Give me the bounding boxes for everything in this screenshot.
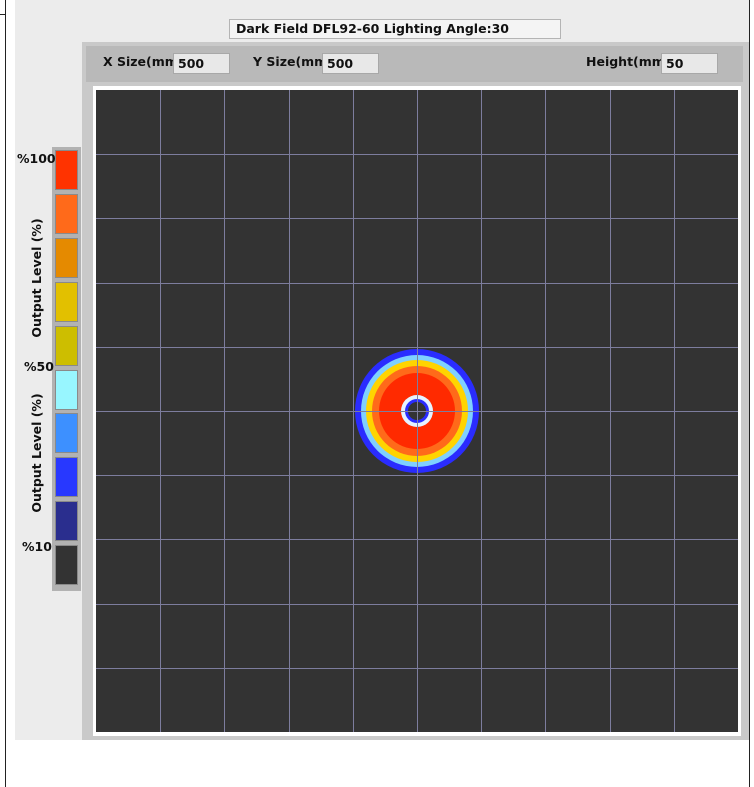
window-top-left-tick bbox=[0, 14, 6, 15]
legend-swatch bbox=[55, 501, 78, 542]
height-field[interactable]: 50 bbox=[661, 53, 718, 74]
height-label: Height(mm) bbox=[586, 54, 671, 69]
title-indicator: Dark Field DFL92-60 Lighting Angle:30 bbox=[229, 19, 561, 39]
plot-grid bbox=[96, 90, 738, 732]
legend-label-100: %100 bbox=[17, 151, 56, 166]
legend-label-10: %10 bbox=[22, 539, 52, 554]
output-level-axis-label-upper: Output Level (%) bbox=[29, 218, 44, 338]
legend-swatch bbox=[55, 193, 78, 234]
x-size-label: X Size(mm) bbox=[103, 54, 184, 69]
legend-label-50: %50 bbox=[24, 359, 54, 374]
legend-swatch bbox=[55, 369, 78, 410]
y-size-field[interactable]: 500 bbox=[322, 53, 379, 74]
x-size-field[interactable]: 500 bbox=[173, 53, 230, 74]
legend-swatch bbox=[55, 413, 78, 454]
legend-swatch bbox=[55, 457, 78, 498]
y-size-label: Y Size(mm) bbox=[253, 54, 333, 69]
legend-swatch bbox=[55, 281, 78, 322]
legend-swatch bbox=[55, 237, 78, 278]
window-left-edge bbox=[5, 0, 6, 787]
legend-swatch bbox=[55, 545, 78, 586]
legend-swatch bbox=[55, 325, 78, 366]
legend-swatch bbox=[55, 150, 78, 190]
output-level-axis-label-lower: Output Level (%) bbox=[29, 393, 44, 513]
window-right-edge bbox=[749, 0, 750, 787]
intensity-map bbox=[96, 90, 738, 732]
